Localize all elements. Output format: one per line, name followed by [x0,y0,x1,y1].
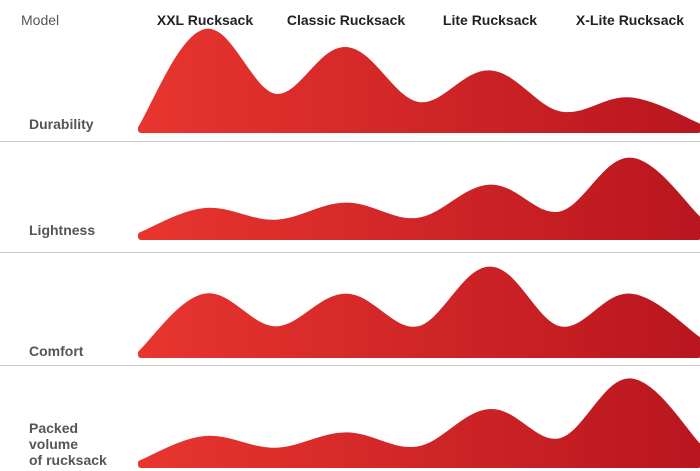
series-area-2 [138,266,700,358]
category-x-lite-rucksack: X-Lite Rucksack [575,12,685,28]
model-column-label: Model [21,12,60,28]
row-label-lightness: Lightness [29,222,96,238]
series-area-3 [138,378,700,468]
category-classic-rucksack: Classic Rucksack [286,12,406,28]
chart-header: Model XXL Rucksack Classic Rucksack Lite… [0,0,700,40]
row-divider [0,252,700,253]
row-label-comfort: Comfort [29,343,84,359]
row-label-packed-volume: Packed volume of rucksack [29,420,107,468]
series-area-0 [138,28,700,133]
row-label-durability: Durability [29,116,94,132]
category-lite-rucksack: Lite Rucksack [442,12,538,28]
row-divider [0,141,700,142]
series-area-1 [138,157,700,240]
row-divider [0,365,700,366]
category-xxl-rucksack: XXL Rucksack [156,12,254,28]
